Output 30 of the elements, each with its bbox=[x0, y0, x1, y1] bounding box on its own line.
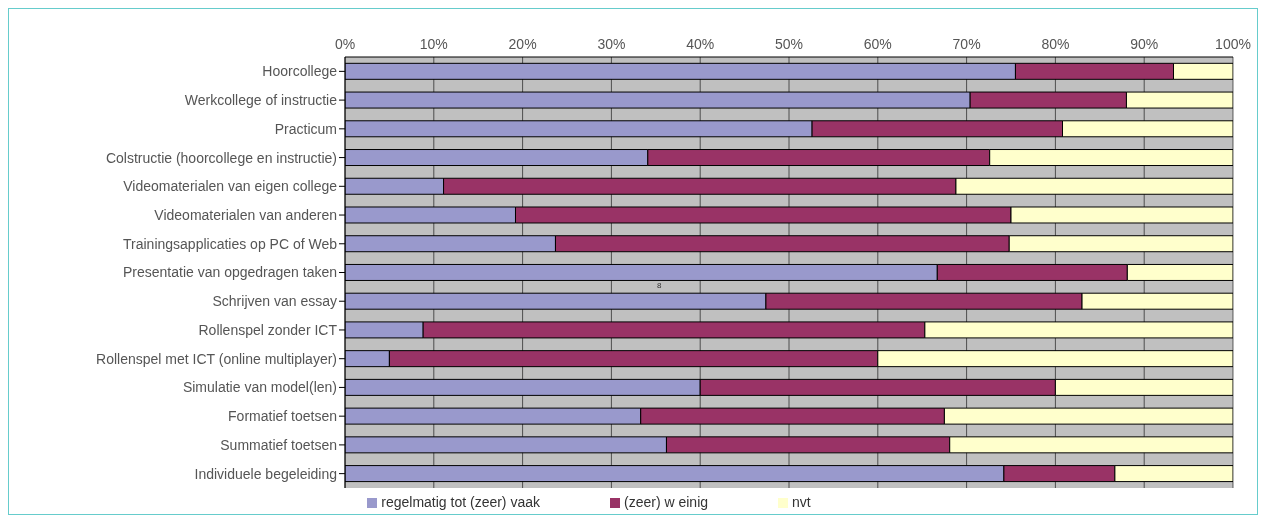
x-tick-label: 50% bbox=[774, 36, 804, 52]
x-tick-label: 80% bbox=[1041, 36, 1070, 52]
x-tick-label: 70% bbox=[952, 36, 981, 52]
y-tick-label: Videomaterialen van anderen bbox=[154, 207, 337, 223]
legend-label: regelmatig tot (zeer) vaak bbox=[381, 494, 540, 510]
note: 8 bbox=[657, 281, 662, 290]
x-tick-label: 90% bbox=[1130, 36, 1159, 52]
x-tick-label: 30% bbox=[597, 36, 626, 52]
y-tick-label: Hoorcollege bbox=[262, 63, 338, 80]
legend-label: (zeer) w einig bbox=[624, 494, 709, 510]
x-tick-label: 20% bbox=[508, 36, 537, 52]
y-tick-label: Rollenspel met ICT (online multiplayer) bbox=[96, 350, 337, 367]
x-tick-label: 40% bbox=[686, 36, 715, 52]
y-tick-label: Colstructie (hoorcollege en instructie) bbox=[105, 149, 337, 166]
x-tick-label: 10% bbox=[419, 36, 448, 52]
y-tick-label: Formatief toetsen bbox=[228, 408, 337, 425]
y-tick-label: Presentatie van opgedragen taken bbox=[122, 264, 337, 281]
x-tick-label: 0% bbox=[334, 36, 356, 52]
x-tick-label: 60% bbox=[863, 36, 892, 52]
x-tick-label: 100% bbox=[1215, 36, 1251, 52]
y-tick-label: Schrijven van essay bbox=[212, 293, 337, 310]
y-tick-label: Simulatie van model(len) bbox=[182, 379, 337, 396]
y-tick-label: Videomaterialen van eigen college bbox=[123, 178, 338, 195]
y-tick-label: Individuele begeleiding bbox=[194, 465, 337, 482]
y-tick-label: Werkcollege of instructie bbox=[184, 92, 338, 109]
y-tick-label: Rollenspel zonder ICT bbox=[198, 321, 338, 338]
y-tick-label: Trainingsapplicaties op PC of Web bbox=[123, 235, 338, 252]
y-tick-label: Practicum bbox=[274, 120, 337, 137]
y-tick-label: Summatief toetsen bbox=[220, 436, 337, 453]
legend-label: nvt bbox=[792, 494, 811, 510]
